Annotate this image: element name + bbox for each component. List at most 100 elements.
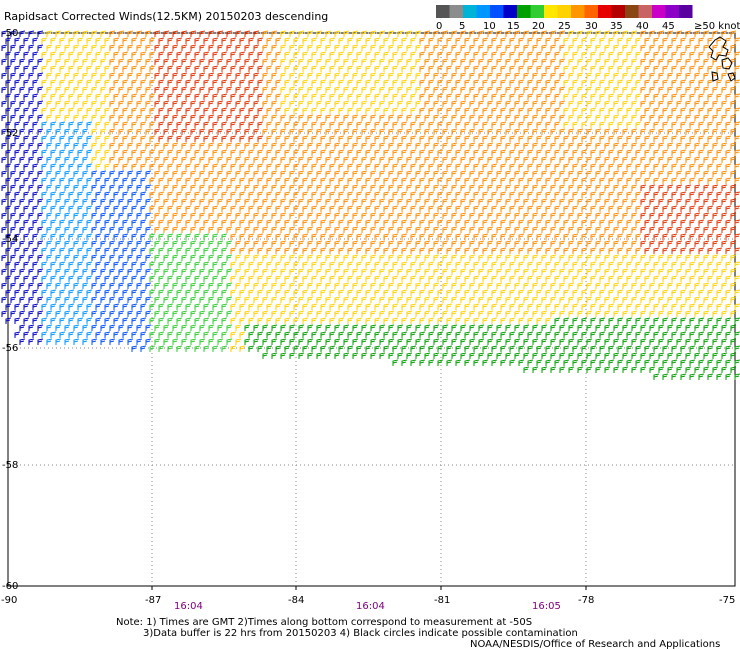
wind-barb (73, 254, 80, 261)
wind-barb (725, 219, 732, 226)
wind-barb (397, 114, 404, 121)
wind-barb (428, 303, 435, 310)
wind-barb (167, 163, 174, 170)
wind-barb (478, 352, 485, 359)
wind-barb (613, 254, 620, 261)
wind-barb (167, 247, 174, 254)
wind-barb (442, 114, 449, 121)
wind-barb (154, 128, 161, 135)
wind-barb (487, 170, 494, 177)
wind-barb (293, 163, 300, 170)
wind-barb (586, 170, 593, 177)
wind-barb (109, 156, 116, 163)
wind-barb (73, 226, 80, 233)
wind-barb (644, 261, 651, 268)
wind-barb (419, 149, 426, 156)
wind-barb (581, 359, 588, 366)
wind-barb (415, 170, 422, 177)
wind-barb (95, 331, 102, 338)
wind-barb (464, 261, 471, 268)
wind-barb (181, 100, 188, 107)
wind-barb (725, 177, 732, 184)
wind-barb (302, 331, 309, 338)
wind-barb (617, 51, 624, 58)
wind-barb (374, 135, 381, 142)
wind-barb (280, 100, 287, 107)
wind-barb (563, 345, 570, 352)
wind-barb (734, 345, 740, 352)
wind-barb (685, 72, 692, 79)
wind-barb (280, 226, 287, 233)
wind-barb (442, 156, 449, 163)
wind-barb (86, 51, 93, 58)
wind-barb (226, 184, 233, 191)
wind-barb (572, 275, 579, 282)
wind-barb (613, 282, 620, 289)
wind-barb (685, 198, 692, 205)
wind-barb (64, 114, 71, 121)
wind-barb (635, 331, 642, 338)
wind-barb (631, 128, 638, 135)
wind-barb (554, 93, 561, 100)
wind-barb (613, 296, 620, 303)
wind-barb (482, 37, 489, 44)
wind-barb (671, 205, 678, 212)
wind-barb (491, 345, 498, 352)
wind-barb (590, 79, 597, 86)
wind-barb (631, 142, 638, 149)
wind-barb (536, 37, 543, 44)
wind-barb (433, 100, 440, 107)
wind-barb (23, 177, 30, 184)
wind-barb (604, 366, 611, 373)
wind-barb (275, 247, 282, 254)
wind-barb (221, 317, 228, 324)
legend-swatch (490, 5, 504, 18)
wind-barb (266, 79, 273, 86)
wind-barb (613, 86, 620, 93)
wind-barb (55, 114, 62, 121)
wind-barb (478, 324, 485, 331)
wind-barb (163, 184, 170, 191)
wind-barb (226, 212, 233, 219)
wind-barb (536, 275, 543, 282)
wind-barb (622, 240, 629, 247)
wind-barb (734, 247, 740, 254)
wind-barb (640, 296, 647, 303)
wind-barb (464, 51, 471, 58)
wind-barb (586, 324, 593, 331)
wind-barb (244, 72, 251, 79)
wind-barb (239, 79, 246, 86)
wind-barb (343, 198, 350, 205)
wind-barb (649, 198, 656, 205)
wind-barb (599, 149, 606, 156)
wind-barb (725, 373, 732, 380)
wind-barb (55, 282, 62, 289)
wind-barb (334, 30, 341, 37)
wind-barb (55, 128, 62, 135)
wind-barb (541, 212, 548, 219)
wind-barb (131, 261, 138, 268)
wind-barb (712, 142, 719, 149)
wind-barb (104, 219, 111, 226)
wind-barb (64, 170, 71, 177)
wind-barb (388, 100, 395, 107)
wind-barb (212, 219, 219, 226)
wind-barb (235, 44, 242, 51)
wind-barb (293, 65, 300, 72)
wind-barb (167, 345, 174, 352)
wind-barb (437, 275, 444, 282)
wind-barb (676, 72, 683, 79)
wind-barb (55, 170, 62, 177)
wind-barb (613, 128, 620, 135)
wind-barb (127, 156, 134, 163)
wind-barb (46, 100, 53, 107)
wind-barb (631, 184, 638, 191)
wind-barb (397, 296, 404, 303)
wind-barb (239, 303, 246, 310)
wind-barb (194, 345, 201, 352)
wind-barb (541, 142, 548, 149)
wind-barb (455, 317, 462, 324)
wind-barb (262, 170, 269, 177)
wind-barb (590, 93, 597, 100)
wind-barb (307, 198, 314, 205)
